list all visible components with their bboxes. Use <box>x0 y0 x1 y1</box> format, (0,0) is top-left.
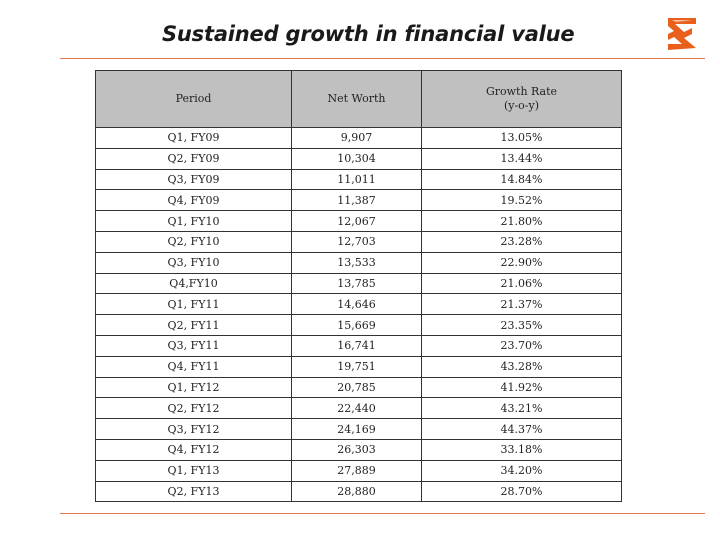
table-row: Q3, FY09 11,011 14.84% <box>95 168 622 191</box>
header-net-worth: Net Worth <box>291 70 422 128</box>
table-row: Q4,FY10 13,785 21.06% <box>95 272 622 295</box>
net-worth-cell: 19,751 <box>291 355 422 378</box>
table-row: Q1, FY10 12,067 21.80% <box>95 210 622 232</box>
table-header-row: Period Net Worth Growth Rate (y-o-y) <box>95 70 622 128</box>
period-cell: Q1, FY11 <box>95 293 292 316</box>
table-row: Q3, FY11 16,741 23.70% <box>95 334 622 357</box>
growth-rate-cell: 41.92% <box>421 376 622 399</box>
period-cell: Q4, FY09 <box>95 189 292 212</box>
growth-rate-cell: 23.28% <box>421 230 622 253</box>
period-cell: Q3, FY09 <box>95 168 292 191</box>
header-growth-rate-line2: (y-o-y) <box>503 99 540 112</box>
table-row: Q1, FY09 9,907 13.05% <box>95 127 622 149</box>
period-cell: Q1, FY12 <box>95 376 292 399</box>
header-period: Period <box>95 70 292 128</box>
table-row: Q4, FY11 19,751 43.28% <box>95 355 622 378</box>
net-worth-cell: 27,889 <box>291 459 422 482</box>
net-worth-cell: 11,387 <box>291 189 422 212</box>
table-row: Q4, FY12 26,303 33.18% <box>95 438 622 461</box>
net-worth-cell: 28,880 <box>291 480 422 503</box>
slide-title: Sustained growth in financial value <box>162 22 575 46</box>
period-cell: Q1, FY13 <box>95 459 292 482</box>
net-worth-cell: 16,741 <box>291 334 422 357</box>
period-cell: Q1, FY09 <box>95 127 292 149</box>
net-worth-cell: 10,304 <box>291 147 422 170</box>
growth-rate-cell: 43.21% <box>421 397 622 420</box>
growth-rate-cell: 19.52% <box>421 189 622 212</box>
net-worth-cell: 11,011 <box>291 168 422 191</box>
table-row: Q2, FY10 12,703 23.28% <box>95 230 622 253</box>
growth-rate-cell: 21.06% <box>421 272 622 295</box>
net-worth-cell: 14,646 <box>291 293 422 316</box>
table-row: Q1, FY11 14,646 21.37% <box>95 293 622 316</box>
growth-rate-cell: 13.44% <box>421 147 622 170</box>
period-cell: Q2, FY11 <box>95 314 292 336</box>
table-body: Q1, FY09 9,907 13.05% Q2, FY09 10,304 13.44% Q… <box>95 127 622 503</box>
table-row: Q3, FY12 24,169 44.37% <box>95 418 622 440</box>
growth-rate-cell: 43.28% <box>421 355 622 378</box>
net-worth-cell: 12,703 <box>291 230 422 253</box>
net-worth-cell: 13,785 <box>291 272 422 295</box>
header-growth-rate-line1: Growth Rate <box>485 85 558 98</box>
period-cell: Q2, FY09 <box>95 147 292 170</box>
growth-rate-cell: 21.37% <box>421 293 622 316</box>
period-cell: Q2, FY10 <box>95 230 292 253</box>
period-cell: Q4, FY12 <box>95 438 292 461</box>
net-worth-cell: 20,785 <box>291 376 422 399</box>
period-cell: Q2, FY13 <box>95 480 292 503</box>
growth-rate-cell: 22.90% <box>421 251 622 274</box>
header-growth-rate: Growth Rate (y-o-y) <box>421 70 622 128</box>
table-row: Q4, FY09 11,387 19.52% <box>95 189 622 212</box>
period-cell: Q4, FY11 <box>95 355 292 378</box>
table-row: Q2, FY12 22,440 43.21% <box>95 397 622 420</box>
net-worth-cell: 15,669 <box>291 314 422 336</box>
bottom-divider <box>60 513 705 514</box>
period-cell: Q2, FY12 <box>95 397 292 420</box>
net-worth-cell: 13,533 <box>291 251 422 274</box>
net-worth-cell: 9,907 <box>291 127 422 149</box>
top-divider <box>60 58 705 59</box>
net-worth-cell: 26,303 <box>291 438 422 461</box>
period-cell: Q4,FY10 <box>95 272 292 295</box>
growth-rate-cell: 23.70% <box>421 334 622 357</box>
growth-rate-cell: 13.05% <box>421 127 622 149</box>
period-cell: Q3, FY10 <box>95 251 292 274</box>
net-worth-cell: 24,169 <box>291 418 422 440</box>
table-row: Q2, FY09 10,304 13.44% <box>95 147 622 170</box>
bank-logo-icon <box>668 18 696 50</box>
table-row: Q2, FY13 28,880 28.70% <box>95 480 622 503</box>
net-worth-cell: 12,067 <box>291 210 422 232</box>
growth-rate-cell: 33.18% <box>421 438 622 461</box>
growth-rate-cell: 28.70% <box>421 480 622 503</box>
table-row: Q1, FY13 27,889 34.20% <box>95 459 622 482</box>
period-cell: Q1, FY10 <box>95 210 292 232</box>
growth-rate-cell: 23.35% <box>421 314 622 336</box>
table-row: Q2, FY11 15,669 23.35% <box>95 314 622 336</box>
table-row: Q3, FY10 13,533 22.90% <box>95 251 622 274</box>
table-row: Q1, FY12 20,785 41.92% <box>95 376 622 399</box>
growth-rate-cell: 44.37% <box>421 418 622 440</box>
growth-rate-cell: 14.84% <box>421 168 622 191</box>
net-worth-cell: 22,440 <box>291 397 422 420</box>
period-cell: Q3, FY12 <box>95 418 292 440</box>
net-worth-table: Period Net Worth Growth Rate (y-o-y) Q1,… <box>95 70 622 503</box>
period-cell: Q3, FY11 <box>95 334 292 357</box>
growth-rate-cell: 21.80% <box>421 210 622 232</box>
growth-rate-cell: 34.20% <box>421 459 622 482</box>
